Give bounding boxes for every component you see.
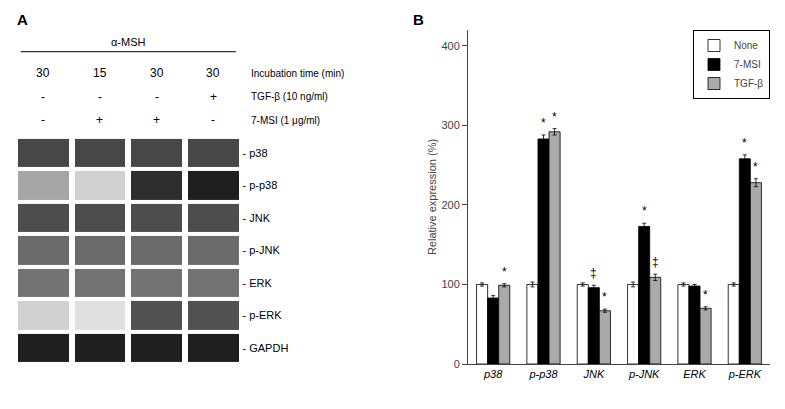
svg-text:Incubation time (min): Incubation time (min) [251,68,344,79]
svg-text:TGF-β (10 ng/ml): TGF-β (10 ng/ml) [251,91,328,102]
svg-text:*: * [502,265,507,279]
svg-text:7-MSI (1 μg/ml): 7-MSI (1 μg/ml) [251,115,320,126]
svg-text:*: * [742,136,747,150]
svg-text:0: 0 [454,358,460,370]
svg-text:*: * [602,290,607,304]
svg-text:JNK: JNK [582,368,604,380]
svg-text:- JNK: - JNK [243,212,271,224]
svg-text:-: - [41,90,45,104]
svg-text:-: - [41,113,45,127]
svg-text:None: None [734,40,758,51]
svg-text:+: + [96,113,103,127]
svg-text:- GAPDH: - GAPDH [243,342,289,354]
svg-text:TGF-β: TGF-β [734,78,763,89]
svg-text:*: * [753,160,758,174]
svg-text:30: 30 [36,66,50,80]
svg-text:- p-p38: - p-p38 [243,179,278,191]
svg-text:B: B [413,11,424,28]
svg-text:+: + [153,113,160,127]
svg-text:‡: ‡ [590,266,597,280]
svg-text:Relative expression (%): Relative expression (%) [426,139,438,255]
svg-text:400: 400 [441,40,459,52]
svg-text:A: A [17,11,28,28]
svg-text:p-p38: p-p38 [528,368,558,380]
svg-text:100: 100 [441,278,459,290]
svg-text:‡: ‡ [652,255,659,269]
svg-text:15: 15 [93,66,107,80]
svg-text:p38: p38 [483,368,503,380]
svg-text:p-ERK: p-ERK [728,368,762,380]
svg-text:p-JNK: p-JNK [628,368,660,380]
svg-text:*: * [642,204,647,218]
svg-text:-: - [98,90,102,104]
svg-text:- p38: - p38 [243,147,268,159]
svg-text:-: - [155,90,159,104]
svg-text:7-MSI: 7-MSI [734,59,761,70]
svg-text:200: 200 [441,199,459,211]
svg-text:- ERK: - ERK [243,277,273,289]
svg-text:30: 30 [206,66,220,80]
svg-text:*: * [703,288,708,302]
svg-text:*: * [552,110,557,124]
svg-text:ERK: ERK [683,368,706,380]
svg-text:-: - [211,113,215,127]
svg-text:300: 300 [441,119,459,131]
svg-text:30: 30 [150,66,164,80]
svg-text:- p-JNK: - p-JNK [243,244,281,256]
svg-text:*: * [541,116,546,130]
svg-text:- p-ERK: - p-ERK [243,309,283,321]
svg-text:+: + [210,90,217,104]
svg-text:α-MSH: α-MSH [111,36,146,48]
